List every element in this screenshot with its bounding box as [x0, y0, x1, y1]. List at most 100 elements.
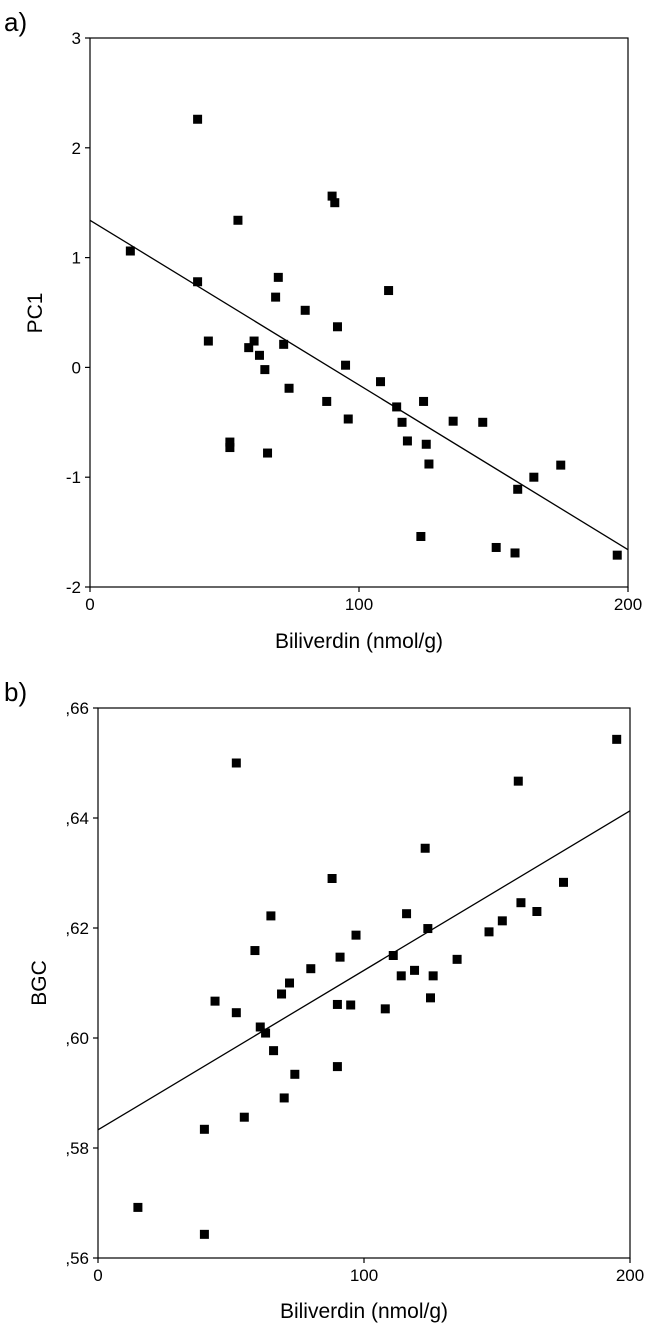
data-point	[266, 911, 276, 921]
data-point	[332, 999, 342, 1009]
data-point	[239, 1112, 249, 1122]
data-point	[225, 437, 235, 447]
data-point	[426, 993, 435, 1003]
data-point	[513, 776, 523, 786]
data-point	[199, 1229, 209, 1239]
panel-b-regression-line	[97, 810, 631, 1131]
data-point	[277, 989, 287, 999]
data-point	[513, 484, 523, 494]
data-point	[290, 1069, 300, 1079]
data-point	[125, 246, 135, 256]
data-point	[497, 916, 507, 926]
y-tick-label: 0	[72, 358, 81, 377]
panel-b-label: b)	[4, 677, 27, 707]
data-point	[424, 459, 434, 469]
data-point	[419, 396, 429, 406]
data-point	[249, 336, 259, 346]
data-point	[402, 909, 412, 919]
data-point	[285, 978, 295, 988]
data-point	[225, 443, 235, 453]
data-point	[556, 460, 566, 470]
panel-a-x-axis-title: Biliverdin (nmol/g)	[275, 630, 443, 653]
data-point	[133, 1202, 143, 1212]
y-tick-label: 3	[72, 29, 81, 48]
panel-b: b) ,56 ,58 ,60 ,62 ,64 ,66 0 100 200 Biliverdin…	[4, 677, 644, 1323]
data-point	[199, 1124, 209, 1134]
data-point	[397, 417, 407, 427]
data-point	[193, 114, 203, 124]
y-tick-label: ,66	[65, 699, 89, 718]
panel-b-y-axis: ,56 ,58 ,60 ,62 ,64 ,66	[65, 699, 98, 1268]
data-point	[510, 548, 520, 558]
data-point	[260, 365, 270, 375]
y-tick-label: -1	[66, 468, 81, 487]
data-point	[380, 1004, 390, 1014]
data-point	[448, 416, 458, 426]
data-point	[529, 472, 539, 482]
data-point	[421, 439, 431, 449]
data-point	[327, 191, 337, 201]
x-tick-label: 0	[85, 595, 94, 614]
panel-a-plot-frame	[89, 37, 629, 588]
data-point	[327, 874, 337, 883]
data-point	[491, 542, 501, 552]
data-point	[300, 305, 310, 315]
data-point	[612, 550, 622, 560]
data-point	[250, 946, 260, 956]
data-point	[402, 436, 412, 446]
y-tick-label: 1	[72, 249, 81, 268]
y-tick-label: ,62	[65, 919, 89, 938]
panel-a-data-points	[125, 114, 622, 560]
y-tick-label: ,58	[65, 1139, 89, 1158]
data-point	[231, 1008, 241, 1018]
data-point	[193, 277, 203, 287]
y-tick-label: 2	[72, 139, 81, 158]
panel-b-plot-frame	[97, 707, 631, 1259]
data-point	[330, 198, 340, 208]
data-point	[255, 1022, 265, 1032]
data-point	[233, 215, 243, 225]
data-point	[279, 339, 289, 349]
panel-b-y-axis-title: BGC	[28, 960, 51, 1006]
data-point	[351, 930, 361, 940]
data-point	[416, 531, 426, 541]
data-point	[269, 1046, 279, 1056]
data-point	[612, 734, 622, 744]
x-tick-label: 200	[616, 1266, 644, 1285]
data-point	[388, 951, 398, 960]
data-point	[396, 971, 406, 981]
data-point	[478, 417, 488, 427]
y-tick-label: ,56	[65, 1249, 89, 1268]
data-point	[210, 996, 220, 1006]
y-tick-label: ,64	[65, 809, 89, 828]
data-point	[231, 758, 241, 768]
y-tick-label: -2	[66, 578, 81, 597]
data-point	[335, 952, 345, 962]
y-tick-label: ,60	[65, 1029, 89, 1048]
data-point	[341, 360, 351, 370]
data-point	[428, 971, 438, 981]
data-point	[254, 350, 264, 360]
data-point	[484, 927, 494, 937]
data-point	[392, 402, 402, 412]
x-tick-label: 200	[614, 595, 642, 614]
data-point	[452, 954, 462, 964]
data-point	[263, 448, 273, 458]
panel-a-y-axis: -2 -1 0 1 2 3	[66, 29, 90, 597]
data-point	[279, 1093, 289, 1103]
panel-a-x-axis: 0 100 200	[85, 587, 642, 614]
data-point	[332, 1062, 342, 1072]
data-point	[516, 898, 526, 908]
x-tick-label: 100	[345, 595, 373, 614]
data-point	[284, 383, 294, 393]
panel-a-regression-line	[89, 219, 629, 551]
panel-b-x-axis: 0 100 200	[93, 1258, 644, 1285]
data-point	[244, 343, 254, 353]
data-point	[423, 924, 433, 934]
data-point	[559, 877, 568, 887]
data-point	[271, 292, 281, 302]
data-point	[273, 272, 283, 282]
data-point	[346, 1000, 356, 1010]
